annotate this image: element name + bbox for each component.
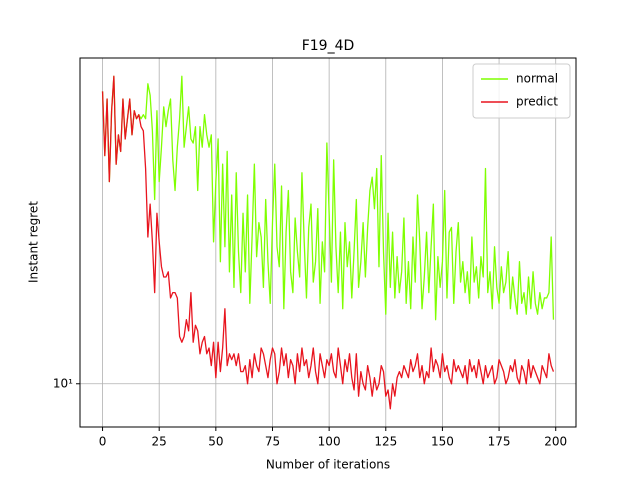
legend-label: predict [516,95,558,109]
y-tick-label: 10¹ [53,376,73,390]
chart-title: F19_4D [302,38,355,54]
axes-frame [79,57,577,428]
x-tick-label: 125 [374,435,397,449]
x-tick-label: 0 [99,435,107,449]
x-tick-label: 200 [544,435,567,449]
plot-lines [101,75,555,410]
legend: normal predict [472,63,571,119]
x-axis-label: Number of iterations [266,458,390,472]
legend-label: normal [516,72,558,86]
data-line [101,75,555,410]
x-tick-label: 150 [431,435,454,449]
x-tick-label: 75 [265,435,280,449]
axes: 0 25 50 75 100 125 150 175 200 10¹ [53,376,567,448]
legend-box [472,63,571,119]
x-tick-label: 100 [318,435,341,449]
data-line [101,75,555,321]
x-tick-label: 175 [488,435,511,449]
x-tick-label: 25 [152,435,167,449]
x-tick-label: 50 [208,435,223,449]
y-axis-label: Instant regret [27,201,41,283]
